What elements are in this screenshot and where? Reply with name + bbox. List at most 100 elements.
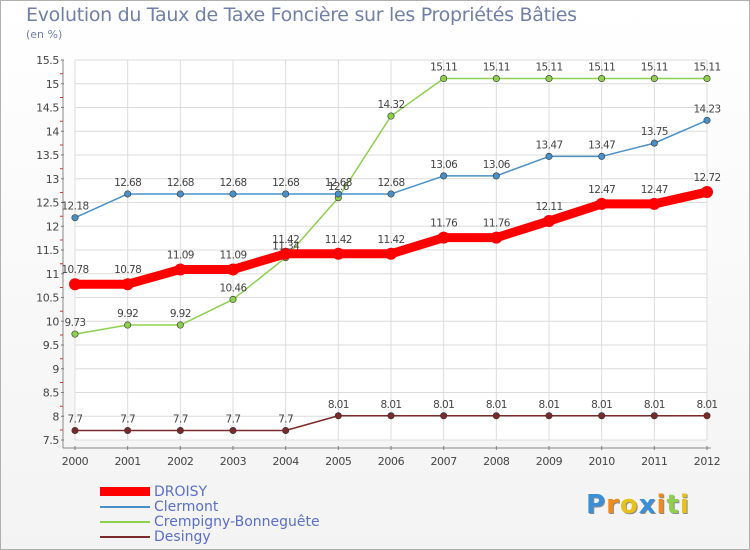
data-label: 12.68 xyxy=(114,177,141,189)
data-point xyxy=(229,190,237,198)
data-point xyxy=(650,75,658,83)
data-point xyxy=(282,426,290,434)
y-tick-label: 13.5 xyxy=(36,149,59,162)
data-point xyxy=(440,412,448,420)
data-label: 12.68 xyxy=(377,177,404,189)
data-label: 13.47 xyxy=(535,139,562,151)
y-tick-label: 10 xyxy=(46,315,60,328)
data-point xyxy=(595,197,608,210)
data-label: 14.32 xyxy=(377,99,404,111)
y-tick-label: 15.5 xyxy=(36,54,59,67)
x-tick-label: 2012 xyxy=(694,455,720,468)
data-point xyxy=(176,190,184,198)
data-point xyxy=(440,75,448,83)
data-label: 12.68 xyxy=(325,177,352,189)
data-label: 12.18 xyxy=(61,201,88,213)
data-label: 11.42 xyxy=(377,234,404,246)
data-point xyxy=(545,152,553,160)
legend-item: Desingy xyxy=(100,529,320,544)
legend-item: Clermont xyxy=(100,499,320,514)
data-point xyxy=(387,412,395,420)
y-tick-label: 11.5 xyxy=(36,244,59,257)
data-label: 9.92 xyxy=(170,308,191,320)
data-point xyxy=(124,190,132,198)
data-label: 8.01 xyxy=(328,399,349,411)
data-label: 9.92 xyxy=(117,308,138,320)
y-tick-label: 14 xyxy=(46,125,60,138)
data-point xyxy=(440,172,448,180)
data-label: 12.11 xyxy=(535,201,562,213)
data-point xyxy=(385,247,397,260)
data-label: 15.11 xyxy=(483,62,510,74)
data-label: 8.01 xyxy=(539,399,560,411)
y-tick-label: 10.5 xyxy=(36,292,59,305)
data-label: 11.09 xyxy=(219,249,246,261)
data-label: 7.7 xyxy=(226,414,241,426)
y-tick-label: 14.5 xyxy=(36,102,59,115)
data-label: 11.76 xyxy=(430,218,458,230)
data-point xyxy=(121,278,134,291)
legend-label: Desingy xyxy=(154,528,211,545)
x-tick-label: 2003 xyxy=(220,455,247,468)
data-point xyxy=(69,278,81,291)
y-tick-label: 9.5 xyxy=(43,339,60,352)
data-point xyxy=(387,112,395,120)
data-point xyxy=(598,152,606,160)
data-point xyxy=(703,75,711,83)
legend-label: DROISY xyxy=(154,483,208,500)
data-label: 12.68 xyxy=(167,177,194,189)
data-label: 15.11 xyxy=(430,62,457,74)
data-label: 8.01 xyxy=(644,399,665,411)
data-point xyxy=(492,412,500,420)
legend-swatch xyxy=(100,535,150,538)
data-label: 8.01 xyxy=(381,399,402,411)
data-point xyxy=(71,426,79,434)
legend-swatch xyxy=(100,505,150,508)
data-point xyxy=(282,190,290,198)
data-point xyxy=(124,426,132,434)
x-tick-label: 2004 xyxy=(272,455,299,468)
data-point xyxy=(703,412,711,420)
data-point xyxy=(387,190,395,198)
data-label: 7.7 xyxy=(278,414,293,426)
data-label: 8.01 xyxy=(433,399,454,411)
data-point xyxy=(124,321,132,329)
data-point xyxy=(492,75,500,83)
data-point xyxy=(174,263,187,276)
data-label: 11.34 xyxy=(272,241,300,253)
data-label: 15.11 xyxy=(588,62,615,74)
data-label: 13.06 xyxy=(430,159,458,171)
y-tick-label: 8.5 xyxy=(43,387,60,400)
data-point xyxy=(71,214,79,222)
y-tick-label: 8 xyxy=(52,410,59,423)
data-label: 8.01 xyxy=(591,399,612,411)
data-label: 12.47 xyxy=(588,184,615,196)
data-point xyxy=(543,215,555,228)
data-label: 7.7 xyxy=(68,414,83,426)
y-tick-label: 11 xyxy=(46,268,59,281)
y-tick-label: 13 xyxy=(46,173,60,186)
x-tick-label: 2005 xyxy=(325,455,352,468)
data-label: 10.78 xyxy=(114,264,141,276)
data-label: 15.11 xyxy=(535,62,562,74)
data-point xyxy=(648,197,661,210)
data-point xyxy=(437,231,450,244)
data-label: 11.09 xyxy=(167,249,194,261)
data-point xyxy=(545,75,553,83)
x-tick-label: 2001 xyxy=(114,455,140,468)
x-tick-label: 2009 xyxy=(536,455,563,468)
data-label: 12.68 xyxy=(272,177,299,189)
y-tick-label: 9 xyxy=(52,363,59,376)
data-point xyxy=(71,330,79,338)
y-tick-label: 7.5 xyxy=(43,434,60,447)
legend-item: Crempigny-Bonneguête xyxy=(100,514,320,529)
data-label: 12.6 xyxy=(328,181,350,193)
data-point xyxy=(279,247,292,260)
data-point xyxy=(227,263,239,276)
x-tick-label: 2008 xyxy=(483,455,510,468)
legend-item: DROISY xyxy=(100,484,320,499)
data-label: 12.47 xyxy=(641,184,668,196)
data-point xyxy=(598,75,606,83)
data-point xyxy=(176,321,184,329)
